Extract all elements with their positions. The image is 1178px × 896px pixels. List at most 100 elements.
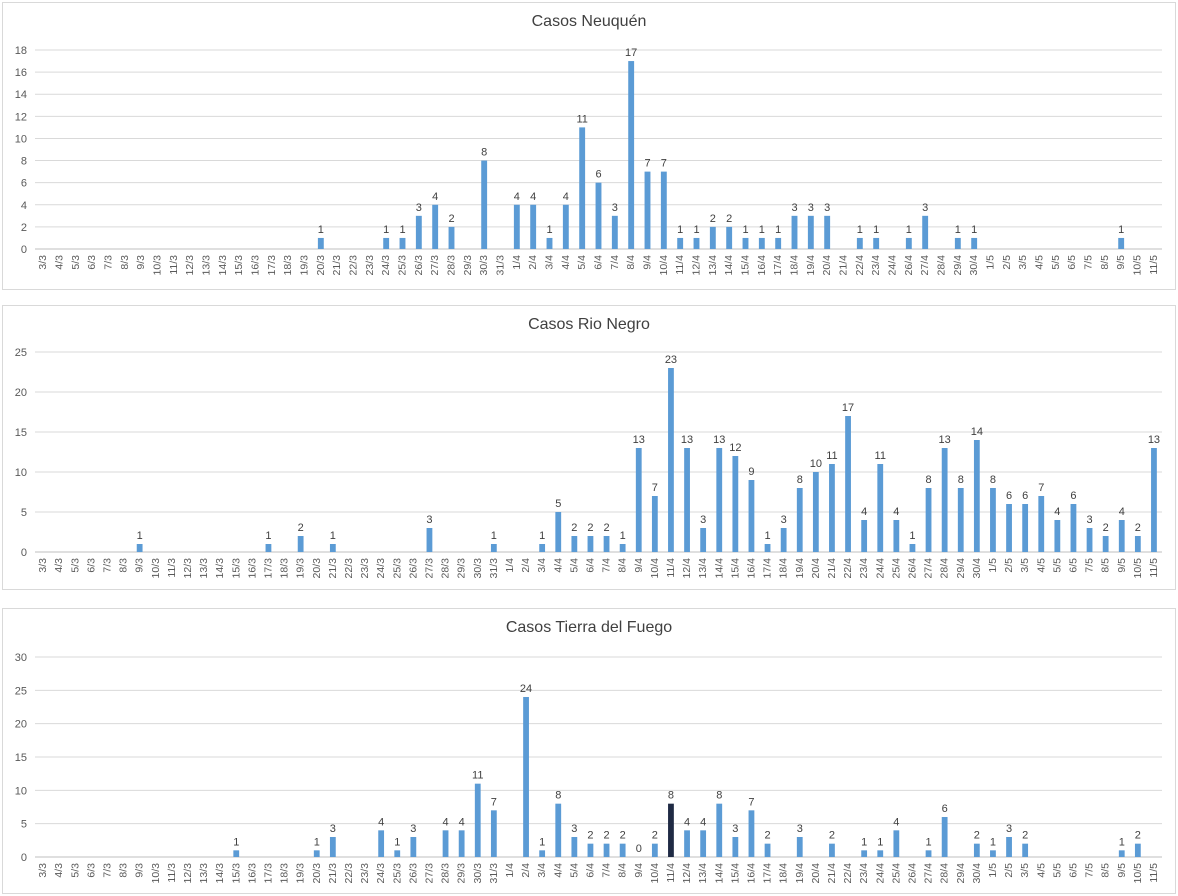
bar [990, 850, 996, 857]
x-tick-label: 6/3 [85, 863, 97, 878]
x-tick-label: 20/3 [311, 558, 323, 579]
data-label: 3 [824, 202, 830, 214]
x-tick-label: 28/3 [440, 863, 452, 884]
x-tick-label: 4/4 [560, 255, 572, 270]
x-tick-label: 6/3 [85, 558, 97, 573]
x-tick-label: 14/3 [217, 255, 229, 276]
y-tick-label: 4 [21, 200, 27, 212]
x-tick-label: 9/4 [642, 255, 654, 270]
x-tick-label: 27/3 [429, 255, 441, 276]
bar [973, 843, 980, 857]
bar [448, 226, 455, 249]
bar [1054, 520, 1061, 552]
data-label: 1 [759, 224, 765, 236]
x-tick-label: 16/3 [246, 558, 258, 579]
bar [905, 237, 912, 249]
bar [716, 803, 723, 857]
data-label: 4 [514, 191, 520, 203]
data-label: 3 [571, 823, 577, 835]
x-tick-label: 16/3 [246, 863, 258, 884]
x-tick-label: 20/3 [311, 863, 323, 884]
y-tick-label: 20 [15, 719, 27, 731]
data-label: 3 [1086, 514, 1092, 526]
x-tick-label: 2/4 [527, 255, 539, 270]
x-tick-label: 25/3 [391, 558, 403, 579]
data-label: 1 [491, 530, 497, 542]
bar [579, 127, 586, 249]
y-tick-label: 0 [21, 547, 27, 559]
x-tick-label: 8/5 [1100, 863, 1112, 878]
data-label: 1 [775, 224, 781, 236]
data-label: 2 [1135, 522, 1141, 534]
data-label: 1 [925, 836, 931, 848]
x-tick-label: 1/5 [987, 558, 999, 573]
x-tick-label: 10/3 [152, 255, 164, 276]
x-tick-label: 9/3 [134, 558, 146, 573]
data-label: 1 [546, 224, 552, 236]
data-label: 0 [636, 843, 642, 855]
x-tick-label: 12/3 [184, 255, 196, 276]
bar [700, 830, 707, 857]
data-label: 3 [416, 202, 422, 214]
bar [829, 464, 835, 552]
data-label: 1 [1118, 224, 1124, 236]
bar [764, 843, 771, 857]
x-tick-label: 5/4 [576, 255, 588, 270]
bar [824, 215, 831, 249]
x-tick-label: 21/3 [327, 558, 339, 579]
bar [587, 536, 594, 552]
data-label: 11 [826, 450, 837, 462]
data-label: 2 [571, 522, 577, 534]
bar [709, 226, 716, 249]
x-tick-label: 11/4 [665, 558, 677, 578]
x-tick-label: 29/4 [952, 255, 964, 276]
bar [677, 237, 684, 249]
data-label: 7 [1038, 482, 1044, 494]
bar [619, 843, 626, 857]
x-tick-label: 3/3 [37, 255, 49, 270]
data-label: 11 [472, 770, 483, 782]
data-label: 6 [1006, 490, 1012, 502]
x-tick-label: 18/3 [279, 863, 291, 884]
data-label: 1 [233, 836, 239, 848]
x-tick-label: 31/3 [488, 863, 500, 884]
bar [458, 830, 465, 857]
bar [432, 204, 439, 249]
bar [780, 528, 787, 552]
x-tick-label: 29/4 [955, 863, 967, 884]
bar [856, 237, 863, 249]
x-tick-label: 17/4 [762, 558, 774, 579]
x-tick-label: 28/4 [936, 255, 948, 276]
x-tick-label: 10/3 [150, 558, 162, 579]
data-label: 6 [942, 803, 948, 815]
x-tick-label: 10/4 [649, 863, 661, 884]
bar [603, 536, 610, 552]
bar [957, 488, 964, 552]
bar [1022, 843, 1029, 857]
data-label: 4 [563, 191, 569, 203]
x-tick-label: 12/3 [182, 558, 194, 579]
bar [877, 850, 884, 857]
x-tick-label: 8/3 [118, 863, 130, 878]
x-tick-label: 6/4 [593, 255, 605, 270]
x-tick-label: 16/3 [250, 255, 262, 276]
x-tick-label: 11/5 [1148, 863, 1160, 883]
x-tick-label: 27/4 [923, 863, 935, 884]
bar [684, 448, 690, 552]
y-tick-label: 18 [15, 45, 27, 57]
bar [1134, 536, 1141, 552]
bar [748, 810, 755, 857]
data-label: 2 [298, 522, 304, 534]
x-tick-label: 20/4 [810, 863, 822, 884]
data-label: 1 [693, 224, 699, 236]
data-label: 8 [668, 790, 674, 802]
x-tick-label: 6/5 [1067, 558, 1079, 573]
bar [555, 803, 562, 857]
y-tick-label: 20 [15, 387, 27, 399]
bar [941, 448, 948, 552]
chart-panel-tierra-del-fuego: Casos Tierra del Fuego 0 5 10 15 20 25 30 3/3 4/… [2, 608, 1176, 894]
x-tick-label: 5/3 [70, 255, 82, 270]
x-tick-label: 13/4 [697, 863, 709, 884]
x-tick-label: 14/3 [214, 863, 226, 884]
bar [893, 830, 900, 857]
